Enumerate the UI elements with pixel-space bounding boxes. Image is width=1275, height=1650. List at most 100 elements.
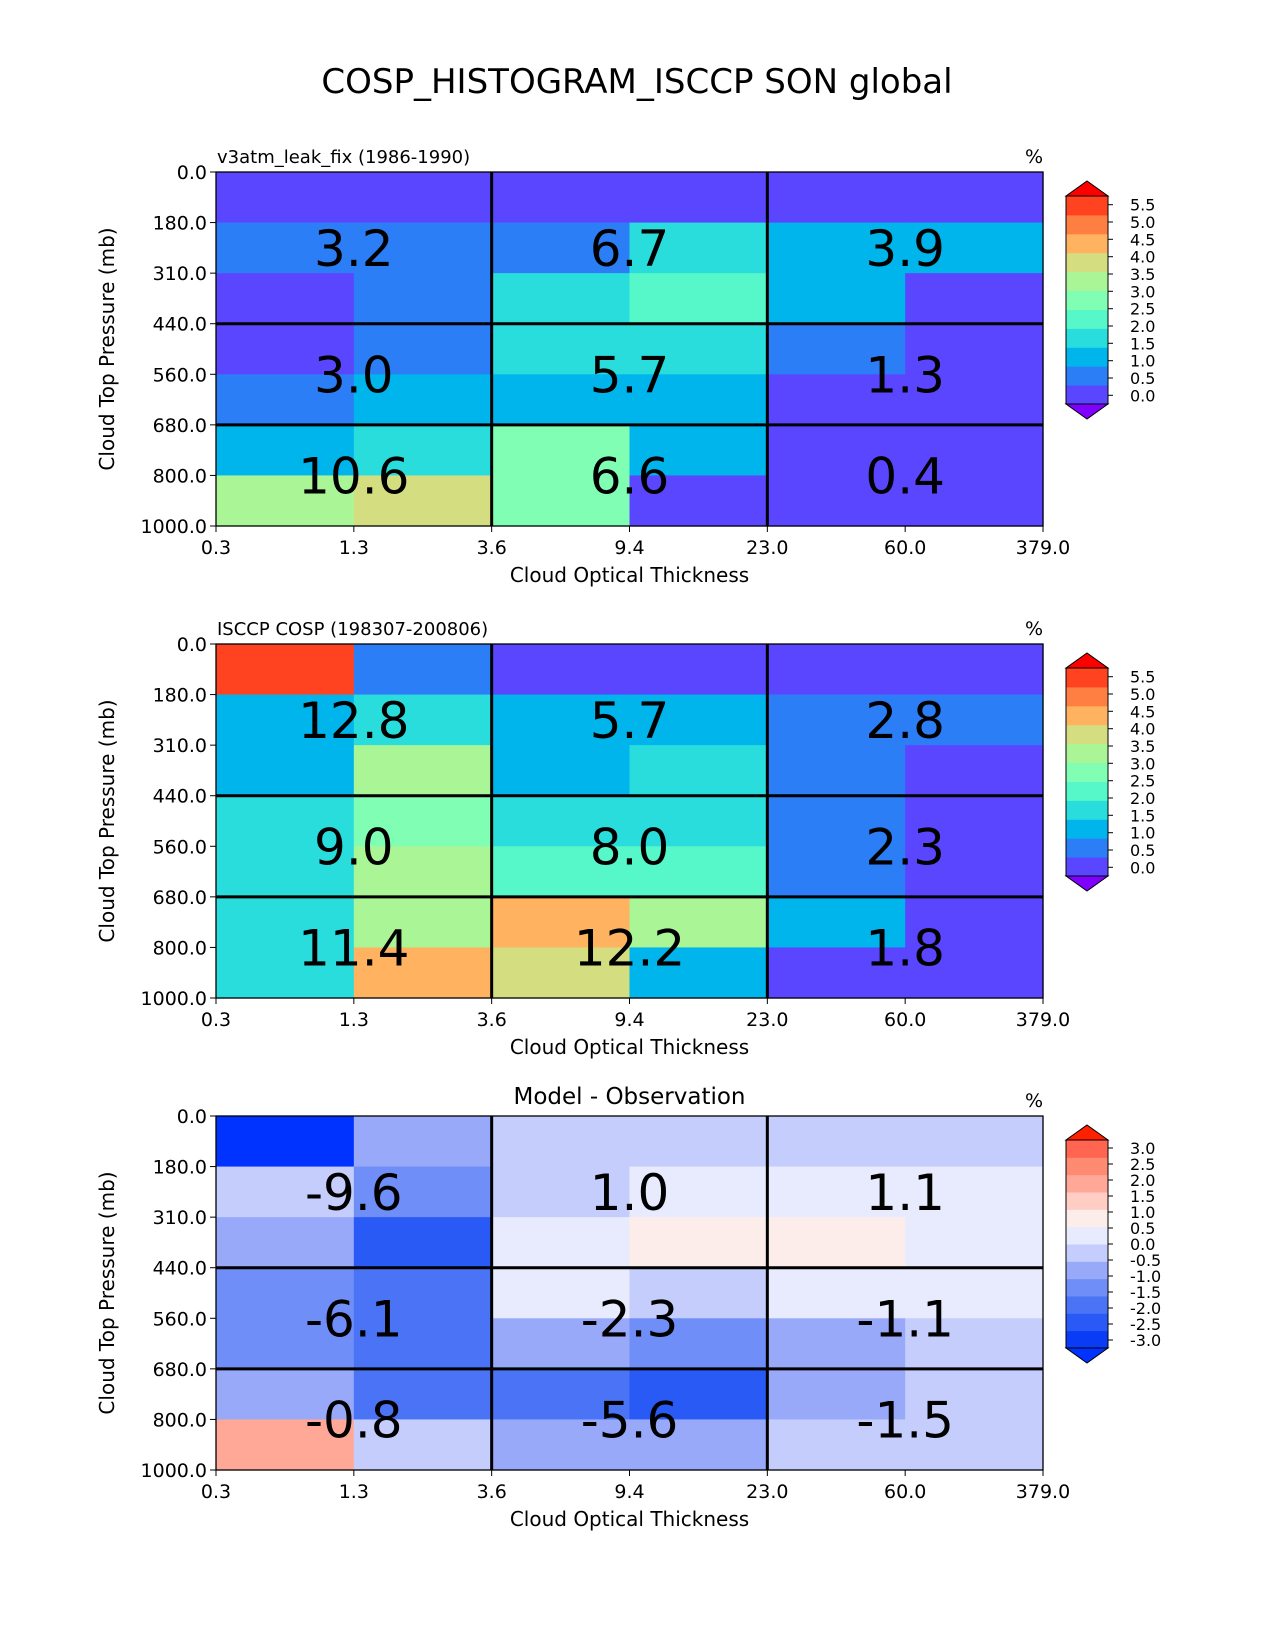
heatmap-cell [491,1116,631,1168]
heatmap-cell [491,896,631,949]
colorbar-tick-label: -2.0 [1130,1299,1161,1318]
colorbar-frame [1065,195,1109,405]
colorbar-tick-label: 1.5 [1130,806,1155,825]
block-value-label: 6.7 [590,220,670,278]
block-value-label: 1.1 [865,1164,945,1222]
colorbar-tick-label: 3.0 [1130,754,1155,773]
heatmap-cell [216,424,355,477]
y-tick-label: 560.0 [153,364,207,386]
colorbar-over-extension [1064,652,1110,669]
colorbar-segment [1066,1296,1108,1314]
heatmap-cell [491,1166,631,1218]
y-tick-label: 1000.0 [141,516,207,538]
block-value-label: 2.3 [865,818,945,876]
heatmap-cell [767,222,906,274]
heatmap-cell [767,1166,906,1218]
block-value-label: 2.8 [865,692,945,750]
heatmap-cell [353,424,493,477]
colorbar-tick-label: 0.0 [1130,386,1155,405]
block-value-label: 11.4 [298,919,409,977]
y-tick-label: 310.0 [153,735,207,757]
colorbar-tick-label: 5.5 [1130,196,1155,215]
heatmap-cell [353,694,493,746]
heatmap-cell [216,1267,355,1319]
heatmap-cell [216,795,355,847]
colorbar-tick-label: 2.0 [1130,317,1155,336]
heatmap-cell [491,475,631,527]
block-value-label: 8.0 [590,818,670,876]
colorbar-segment [1066,1192,1108,1210]
x-tick-label: 60.0 [884,537,926,559]
heatmap-cell [629,172,768,224]
colorbar-tick-label: 4.0 [1130,248,1155,267]
colorbar-tick-label: -2.5 [1130,1315,1161,1334]
colorbar-segment [1066,1330,1108,1349]
y-tick-label: 0.0 [177,634,207,656]
heatmap-cell [629,694,768,746]
colorbar-segment [1066,196,1108,216]
colorbar-tick-label: 0.5 [1130,841,1155,860]
y-tick-label: 310.0 [153,1207,207,1229]
heatmap-cell [216,1166,355,1218]
colorbar-tick-label: 2.5 [1130,772,1155,791]
figure-title: COSP_HISTOGRAM_ISCCP SON global [321,62,952,102]
panel-title-left: ISCCP COSP (198307-200806) [217,619,488,640]
panel-title-left: v3atm_leak_fix (1986-1990) [217,147,470,168]
colorbar-tick-label: 4.5 [1130,230,1155,249]
x-tick-label: 0.3 [201,1009,231,1031]
y-tick-label: 0.0 [177,162,207,184]
colorbar-tick-label: 0.5 [1130,369,1155,388]
y-tick-label: 180.0 [153,213,207,235]
y-tick-label: 800.0 [153,937,207,959]
colorbar-segment [1066,233,1108,254]
colorbar-segment [1066,1226,1108,1245]
y-tick-label: 800.0 [153,465,207,487]
heatmap-cell [767,1318,906,1370]
heatmap-cell [353,1267,493,1319]
y-tick-label: 800.0 [153,1409,207,1431]
colorbar-segment [1066,762,1108,782]
heatmap-cell [216,475,355,527]
x-axis-label: Cloud Optical Thickness [510,1507,749,1531]
colorbar-tick-label: 3.0 [1130,1139,1155,1158]
y-tick-label: 180.0 [153,685,207,707]
heatmap-cell [629,475,768,527]
x-tick-label: 379.0 [1016,537,1070,559]
heatmap-cell [353,1166,493,1218]
heatmap-cell [767,694,906,746]
heatmap-cell [905,273,1044,325]
colorbar-under-extension [1064,1347,1110,1364]
heatmap-cell [216,1368,355,1421]
heatmap-cell [216,896,355,949]
colorbar-segment [1066,271,1108,292]
heatmap-cell [491,172,631,224]
colorbar-segment [1066,857,1108,877]
heatmap-cell [353,947,493,999]
block-value-label: -1.5 [856,1391,954,1449]
heatmap-cell [353,1116,493,1168]
heatmap-cell [353,1217,493,1269]
heatmap-cell [491,644,631,696]
heatmap-cell [353,374,493,426]
heatmap-cell [629,896,768,949]
heatmap-cell [905,896,1044,949]
heatmap-cell [905,947,1044,999]
x-tick-label: 23.0 [746,1481,788,1503]
x-tick-label: 1.3 [339,1481,369,1503]
colorbar-segment [1066,668,1108,688]
heatmap-cell [353,1318,493,1370]
colorbar-segment [1066,819,1108,839]
block-value-label: 3.0 [314,346,394,404]
heatmap-cell [491,1419,631,1471]
heatmap-cell [353,222,493,274]
block-value-label: 3.9 [865,220,945,278]
block-value-label: 1.0 [590,1164,670,1222]
heatmap-cell [491,424,631,477]
heatmap-cell [905,1116,1044,1168]
y-axis-label: Cloud Top Pressure (mb) [95,699,119,942]
block-value-label: -2.3 [581,1290,679,1348]
colorbar-tick-label: 0.0 [1130,858,1155,877]
colorbar-segment [1066,214,1108,235]
colorbar-segment [1066,1140,1108,1158]
colorbar-tick-label: 0.0 [1130,1235,1155,1254]
